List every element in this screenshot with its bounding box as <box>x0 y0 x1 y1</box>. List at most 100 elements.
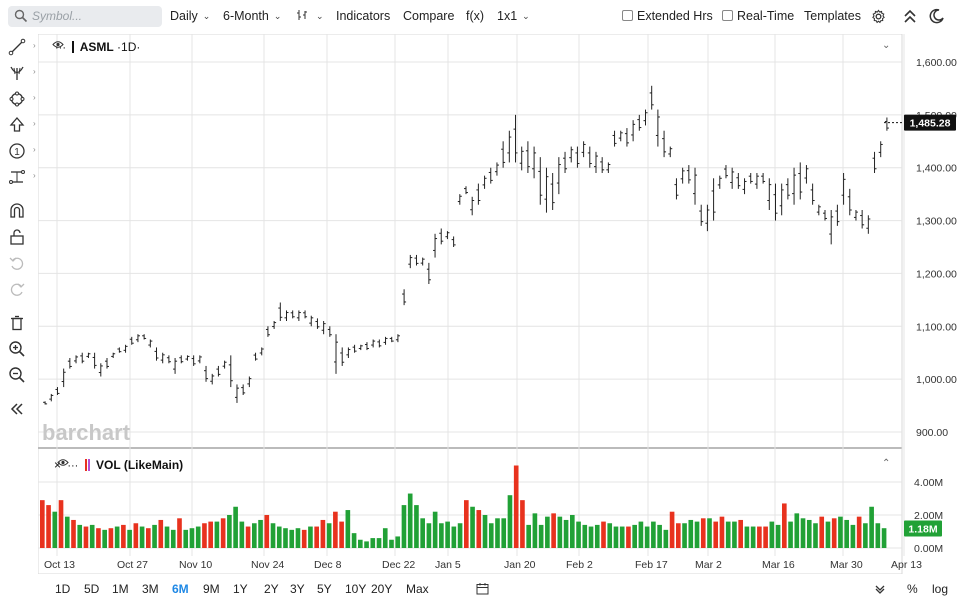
close-icon[interactable]: × <box>54 458 62 472</box>
range-button-10y[interactable]: 10Y <box>345 582 367 596</box>
magnet-button[interactable] <box>8 202 30 222</box>
volume-bar <box>351 533 357 548</box>
price-chart-svg[interactable]: 1,600.001,500.001,400.001,300.001,200.00… <box>38 34 959 574</box>
volume-bar <box>619 526 625 548</box>
lock-button[interactable] <box>8 228 30 248</box>
volume-bar <box>382 528 388 548</box>
volume-bar <box>214 521 220 548</box>
zoom-in-button[interactable] <box>8 340 30 360</box>
period-label: 6-Month <box>223 9 269 23</box>
volume-bar <box>707 518 712 548</box>
layout-dropdown[interactable]: 1x1 ⌄ <box>497 9 530 23</box>
scroll-end-icon[interactable] <box>875 584 885 594</box>
undo-button[interactable] <box>8 254 30 274</box>
range-button-9m[interactable]: 9M <box>203 582 220 596</box>
log-scale-toggle[interactable]: log <box>932 582 949 596</box>
chevron-down-icon: ⌄ <box>316 11 324 21</box>
range-button-3y[interactable]: 3Y <box>290 582 305 596</box>
bar-type-dropdown[interactable]: ⌄ <box>296 9 324 23</box>
collapse-icon <box>10 403 23 415</box>
measure-tool-button[interactable]: › <box>8 168 36 188</box>
volume-tick-label: 0.00M <box>914 543 943 555</box>
volume-bar <box>96 528 101 548</box>
range-button-1d[interactable]: 1D <box>55 582 71 596</box>
function-button[interactable]: f(x) <box>466 9 485 23</box>
volume-bar <box>158 519 164 548</box>
more-icon[interactable]: ··· <box>55 42 66 54</box>
period-dropdown[interactable]: 6-Month ⌄ <box>223 9 281 23</box>
shape-tool-button[interactable]: › <box>8 90 36 110</box>
volume-bar <box>632 524 637 548</box>
delete-drawings-button[interactable] <box>8 314 30 334</box>
templates-button[interactable]: Templates <box>804 9 861 23</box>
volume-bar <box>395 536 401 548</box>
volume-bar <box>757 526 762 548</box>
volume-bar <box>208 521 213 548</box>
collapse-toolbar-button[interactable] <box>8 400 30 420</box>
legend-collapse-icon[interactable]: ⌄ <box>882 40 891 51</box>
volume-bar <box>588 526 594 548</box>
redo-button[interactable] <box>8 280 30 300</box>
collapse-up-icon[interactable] <box>903 9 917 24</box>
symbol-search-input[interactable]: Symbol... <box>8 6 162 27</box>
range-button-6m[interactable]: 6M <box>172 582 189 596</box>
range-button-2y[interactable]: 2Y <box>264 582 279 596</box>
eye-icon[interactable] <box>52 40 64 49</box>
zoom-out-icon <box>9 367 25 383</box>
range-button-1m[interactable]: 1M <box>112 582 129 596</box>
percent-scale-toggle[interactable]: % <box>907 582 918 596</box>
volume-collapse-icon[interactable]: ⌃ <box>882 458 891 469</box>
volume-bar <box>551 513 556 548</box>
volume-bar <box>345 510 351 548</box>
volume-bar <box>794 513 800 548</box>
volume-bar <box>626 526 631 548</box>
compare-button[interactable]: Compare <box>403 9 455 23</box>
volume-bar <box>64 516 70 548</box>
volume-bar <box>270 523 276 548</box>
volume-bar <box>719 516 725 548</box>
volume-bar <box>58 500 64 548</box>
range-button-max[interactable]: Max <box>406 582 429 596</box>
gear-icon[interactable] <box>871 9 886 24</box>
volume-bar <box>750 526 756 548</box>
volume-bar <box>445 521 450 548</box>
line-tool-icon <box>8 38 26 56</box>
volume-bar <box>414 505 419 548</box>
zoom-out-button[interactable] <box>8 366 30 386</box>
last-volume-label: 1.18M <box>908 524 937 536</box>
volume-bar <box>420 518 425 548</box>
more-icon[interactable]: ··· <box>67 460 79 472</box>
dark-mode-icon[interactable] <box>929 8 945 24</box>
marker-tool-button[interactable]: 1 › <box>8 142 36 162</box>
volume-bar <box>856 516 862 548</box>
volume-bar <box>77 524 83 548</box>
last-volume-badge <box>904 520 942 537</box>
pitchfork-tool-button[interactable]: › <box>8 64 36 84</box>
volume-bar <box>800 518 806 548</box>
calendar-icon[interactable] <box>476 582 489 595</box>
real-time-checkbox[interactable]: Real-Time <box>722 9 794 23</box>
range-button-5y[interactable]: 5Y <box>317 582 332 596</box>
volume-bar <box>202 523 207 548</box>
volume-bar <box>613 526 619 548</box>
date-tick-label: Jan 20 <box>504 559 536 571</box>
chart-area[interactable]: 1,600.001,500.001,400.001,300.001,200.00… <box>38 34 959 574</box>
arrow-tool-button[interactable]: › <box>8 116 36 136</box>
line-tool-button[interactable]: › <box>8 38 36 58</box>
volume-bar <box>657 524 662 548</box>
range-button-20y[interactable]: 20Y <box>371 582 393 596</box>
interval-dropdown[interactable]: Daily ⌄ <box>170 9 210 23</box>
volume-bar <box>532 513 538 548</box>
range-button-1y[interactable]: 1Y <box>233 582 248 596</box>
extended-hrs-checkbox[interactable]: Extended Hrs <box>622 9 713 23</box>
range-button-3m[interactable]: 3M <box>142 582 159 596</box>
eye-icon[interactable] <box>57 458 69 467</box>
volume-bar <box>545 516 550 548</box>
volume-bar <box>850 524 856 548</box>
indicators-button[interactable]: Indicators <box>336 9 391 23</box>
series-color-bar <box>72 41 75 53</box>
volume-bar <box>451 526 457 548</box>
volume-bar <box>407 493 413 548</box>
date-tick-label: Nov 24 <box>251 559 284 571</box>
range-button-5d[interactable]: 5D <box>84 582 100 596</box>
